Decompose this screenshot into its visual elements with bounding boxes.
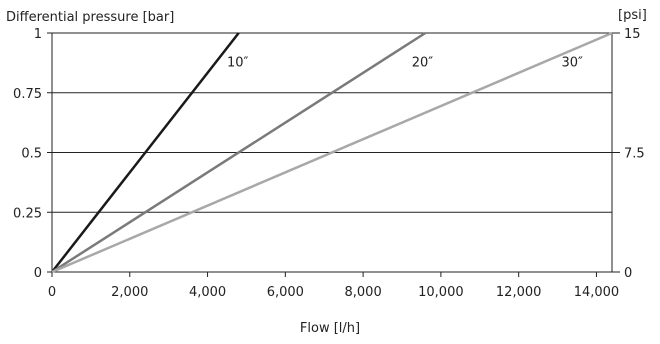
series-label: 20″ — [412, 55, 434, 70]
series-line — [51, 32, 240, 273]
y2-tick-label: 7.5 — [624, 147, 645, 162]
x-tick-label: 0 — [48, 285, 56, 300]
y-axis-title: Differential pressure [bar] — [6, 10, 174, 25]
y2-axis-title: [psi] — [618, 8, 647, 23]
grid-lines — [52, 32, 612, 213]
y-tick-label: 0.25 — [13, 206, 42, 221]
tick-labels: 0 0.25 0.5 0.75 1 0 7.5 15 0 2,000 4,000 6,000 8,000… — [13, 27, 645, 300]
series-line — [51, 31, 613, 274]
series-label: 10″ — [227, 55, 249, 70]
y-tick-label: 0.75 — [13, 87, 42, 102]
y-tick-label: 0.5 — [21, 147, 42, 162]
x-tick-label: 6,000 — [267, 285, 304, 300]
y2-tick-label: 15 — [624, 27, 641, 42]
x-tick-label: 10,000 — [418, 285, 464, 300]
axes — [47, 32, 620, 277]
y2-tick-label: 0 — [624, 266, 632, 281]
series-line — [51, 31, 427, 274]
x-tick-label: 2,000 — [111, 285, 148, 300]
series-labels: 10″ 20″ 30″ — [227, 55, 583, 70]
x-tick-label: 4,000 — [189, 285, 226, 300]
x-tick-label: 12,000 — [496, 285, 542, 300]
y-tick-label: 1 — [34, 27, 42, 42]
x-axis-title: Flow [l/h] — [300, 321, 360, 336]
x-tick-label: 8,000 — [345, 285, 382, 300]
x-tick-label: 14,000 — [574, 285, 620, 300]
series-label: 30″ — [561, 55, 583, 70]
y-tick-label: 0 — [34, 266, 42, 281]
series-lines — [51, 31, 613, 274]
